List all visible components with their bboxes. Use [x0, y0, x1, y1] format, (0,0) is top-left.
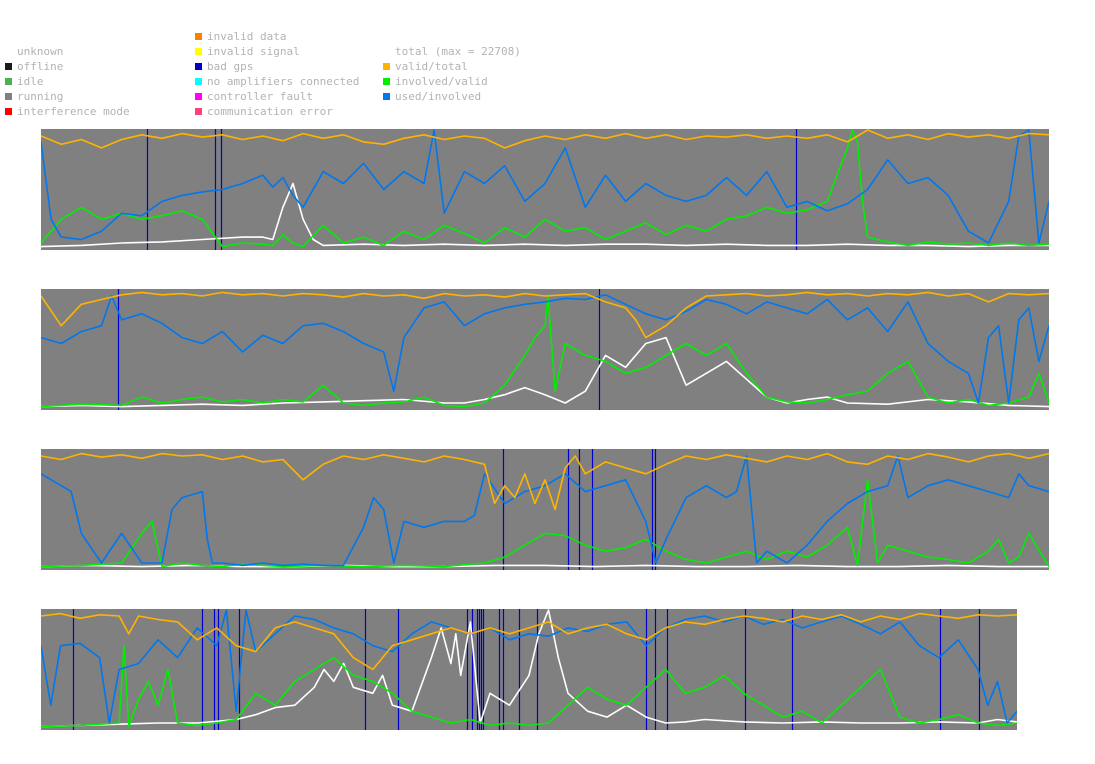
legend-swatch [195, 48, 202, 55]
series-valid-total-line [41, 612, 1017, 671]
legend-label: offline [17, 60, 64, 73]
legend-item: involved/valid [383, 74, 521, 89]
legend-swatch [195, 33, 202, 40]
series-valid-total-line [41, 452, 1049, 511]
strip-4 [41, 609, 1017, 730]
legend-label: involved/valid [395, 75, 488, 88]
strip-3-plot [41, 449, 1049, 570]
status-running-band [41, 289, 1049, 410]
legend-swatch [383, 63, 390, 70]
legend-errors: invalid data invalid signal bad gps no ampl… [195, 29, 359, 119]
legend-item: offline [5, 59, 130, 74]
legend-swatch [383, 78, 390, 85]
legend-swatch [195, 108, 202, 115]
legend-item: controller fault [195, 89, 359, 104]
status-running-band [41, 449, 1049, 570]
legend-label: running [17, 90, 64, 103]
legend-item: idle [5, 74, 130, 89]
strip-2 [41, 289, 1049, 410]
legend-item: invalid signal [195, 44, 359, 59]
series-valid-total-line [41, 291, 1049, 339]
legend-label: no amplifiers connected [207, 75, 360, 88]
legend-item: no amplifiers connected [195, 74, 359, 89]
legend-counts: total (max = 22708) valid/total involved/v… [383, 44, 521, 104]
legend-label: invalid signal [207, 45, 300, 58]
series-involved-valid-line [41, 295, 1049, 408]
strip-3 [41, 449, 1049, 570]
legend-item: communication error [195, 104, 359, 119]
legend-swatch [195, 63, 202, 70]
series-total-line [41, 182, 1049, 248]
legend-label: controller fault [207, 90, 313, 103]
series-used-involved-line [41, 294, 1049, 404]
series-used-involved-line [41, 129, 1049, 244]
strip-1 [41, 129, 1049, 250]
legend-swatch [5, 93, 12, 100]
legend-label: idle [17, 75, 44, 88]
legend-item: total (max = 22708) [383, 44, 521, 59]
legend-label: used/involved [395, 90, 482, 103]
legend-swatch [5, 63, 12, 70]
series-total-line [41, 609, 1017, 728]
legend-label: bad gps [207, 60, 254, 73]
series-involved-valid-line [41, 478, 1049, 568]
series-involved-valid-line [41, 129, 1049, 248]
legend-status: unknown offline idle running interference mo… [5, 44, 130, 119]
series-used-involved-line [41, 609, 1017, 724]
legend-swatch [195, 78, 202, 85]
legend-label: communication error [207, 105, 333, 118]
legend-item: interference mode [5, 104, 130, 119]
legend-swatch [383, 93, 390, 100]
series-involved-valid-line [41, 644, 1017, 728]
strip-2-plot [41, 289, 1049, 410]
series-used-involved-line [41, 455, 1049, 567]
status-running-band [41, 609, 1017, 730]
legend-item: valid/total [383, 59, 521, 74]
legend-item: bad gps [195, 59, 359, 74]
legend-item: invalid data [195, 29, 359, 44]
legend-label: invalid data [207, 30, 287, 43]
legend-item: unknown [5, 44, 130, 59]
legend-swatch [195, 93, 202, 100]
legend-swatch [5, 78, 12, 85]
strip-4-plot [41, 609, 1017, 730]
legend-swatch [5, 108, 12, 115]
status-running-band [41, 129, 1049, 250]
strip-1-plot [41, 129, 1049, 250]
legend-item: running [5, 89, 130, 104]
legend-item: used/involved [383, 89, 521, 104]
series-valid-total-line [41, 129, 1049, 149]
legend-label: unknown [17, 45, 64, 58]
legend-label: valid/total [395, 60, 468, 73]
legend-label: total (max = 22708) [395, 45, 521, 58]
legend-label: interference mode [17, 105, 130, 118]
